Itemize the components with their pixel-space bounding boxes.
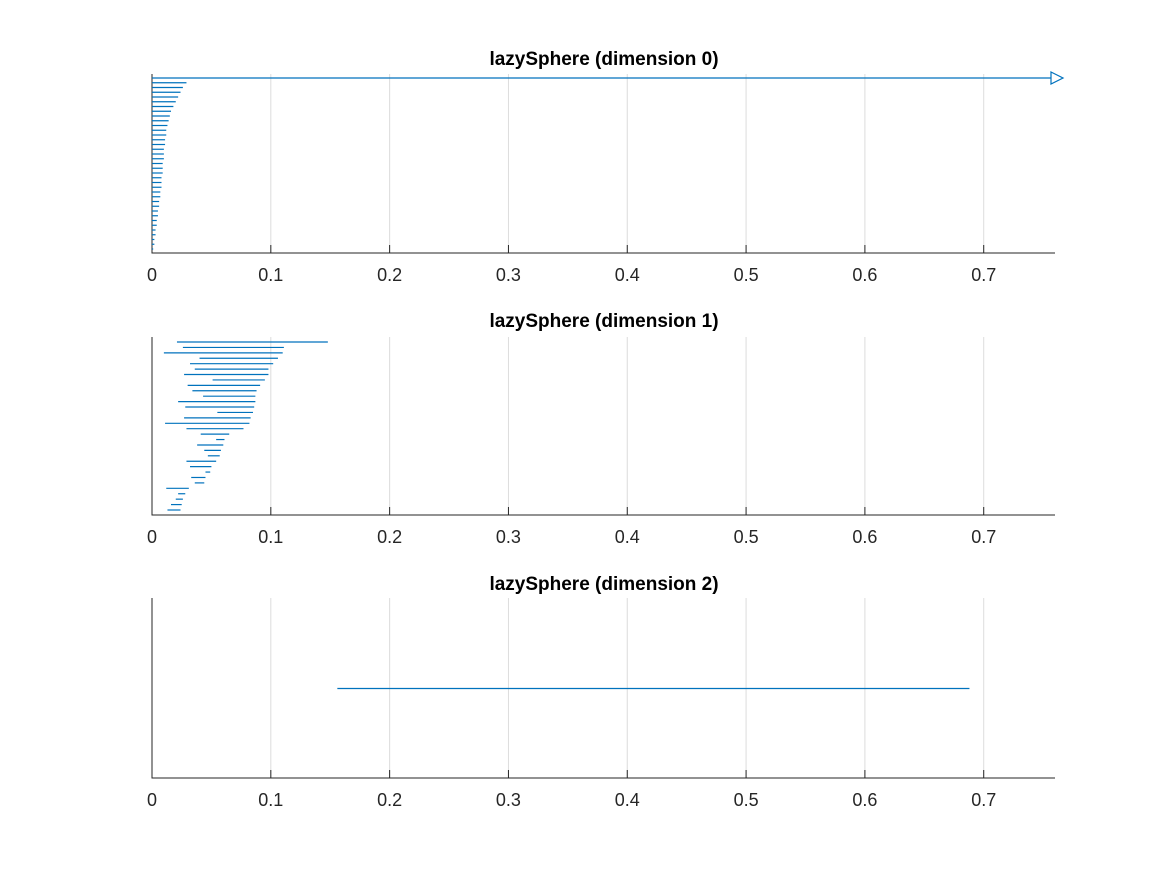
x-tick-label: 0.4	[615, 265, 640, 285]
x-tick-label: 0.3	[496, 265, 521, 285]
x-tick-label: 0.1	[258, 790, 283, 810]
x-tick-label: 0.4	[615, 527, 640, 547]
chart-panel-dimension-1: lazySphere (dimension 1) 0 0.1 0.2 0.3 0.4 0.…	[147, 311, 1055, 547]
x-tick-label: 0	[147, 265, 157, 285]
x-tick-label: 0.1	[258, 265, 283, 285]
x-tick-label: 0.5	[734, 790, 759, 810]
chart-panel-dimension-0: lazySphere (dimension 0) 0 0.1 0.2 0.3 0.4 0.…	[147, 49, 1065, 285]
chart-title-dimension-1: lazySphere (dimension 1)	[489, 311, 718, 332]
x-tick-label: 0	[147, 527, 157, 547]
chart-title-dimension-0: lazySphere (dimension 0)	[489, 49, 718, 70]
x-tick-label: 0.5	[734, 527, 759, 547]
x-tick-label: 0.3	[496, 527, 521, 547]
x-tick-label: 0.6	[852, 265, 877, 285]
x-tick-label: 0.7	[971, 790, 996, 810]
x-tick-label: 0.7	[971, 527, 996, 547]
x-tick-label: 0.2	[377, 265, 402, 285]
x-tick-label: 0.7	[971, 265, 996, 285]
x-tick-label: 0.5	[734, 265, 759, 285]
x-tick-label: 0	[147, 790, 157, 810]
x-tick-label: 0.4	[615, 790, 640, 810]
x-tick-label: 0.3	[496, 790, 521, 810]
x-tick-label: 0.6	[852, 527, 877, 547]
x-tick-label: 0.1	[258, 527, 283, 547]
x-tick-label: 0.6	[852, 790, 877, 810]
chart-panel-dimension-2: lazySphere (dimension 2) 0 0.1 0.2 0.3 0.4 0.…	[147, 574, 1055, 810]
x-tick-label: 0.2	[377, 527, 402, 547]
x-tick-label: 0.2	[377, 790, 402, 810]
infinite-bar-arrow	[1050, 71, 1065, 85]
chart-title-dimension-2: lazySphere (dimension 2)	[489, 574, 718, 595]
